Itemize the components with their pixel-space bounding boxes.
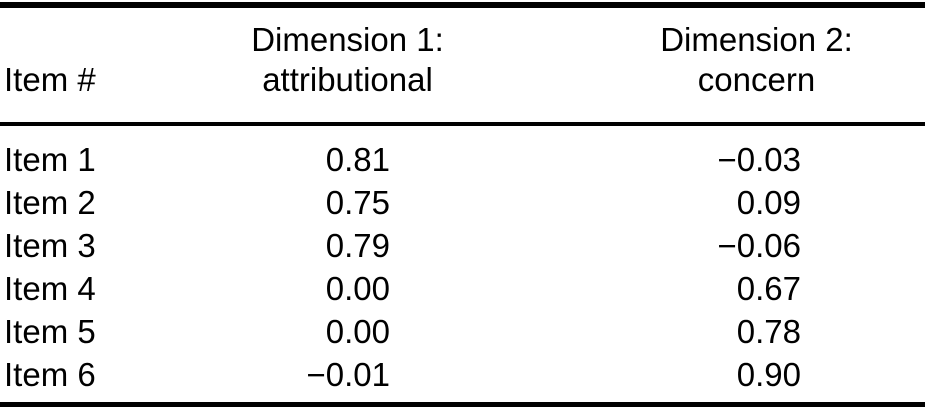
column-header-dimension1: Dimension 1: attributional: [170, 5, 525, 126]
table-row: Item 5 0.00 0.78: [0, 310, 925, 353]
table-row: Item 6 −0.01 0.90: [0, 353, 925, 405]
table-header: Item # Dimension 1: attributional Dimens…: [0, 5, 925, 126]
item-cell: Item 2: [4, 184, 96, 221]
header-row: Item # Dimension 1: attributional Dimens…: [0, 5, 925, 126]
dimension2-value-cell: −0.03: [717, 141, 802, 178]
column-header-dimension2-line1: Dimension 2:: [660, 21, 853, 58]
dimension1-value-cell: 0.81: [325, 141, 390, 178]
dimension1-value-cell: 0.00: [325, 270, 390, 307]
dimension2-value-cell: 0.09: [736, 184, 801, 221]
table-row: Item 3 0.79 −0.06: [0, 224, 925, 267]
column-header-dimension1-line1: Dimension 1:: [251, 21, 444, 58]
table-row: Item 2 0.75 0.09: [0, 181, 925, 224]
column-header-item-label: Item #: [4, 61, 96, 98]
table-row: Item 4 0.00 0.67: [0, 267, 925, 310]
dimension1-value-cell: 0.75: [325, 184, 390, 221]
dimension2-value-cell: 0.67: [736, 270, 801, 307]
table-body: Item 1 0.81 −0.03 Item 2 0.75 0.09 Item …: [0, 124, 925, 405]
dimension2-value-cell: 0.78: [736, 313, 801, 350]
column-header-dimension1-line2: attributional: [262, 61, 433, 98]
column-header-dimension2-line2: concern: [697, 61, 816, 98]
column-header-dimension2: Dimension 2: concern: [525, 5, 925, 126]
dimension2-value-cell: −0.06: [717, 227, 802, 264]
dimension2-value-cell: 0.90: [736, 356, 801, 393]
column-header-item: Item #: [0, 5, 170, 126]
dimension1-value-cell: 0.00: [325, 313, 390, 350]
item-cell: Item 6: [4, 356, 96, 393]
item-cell: Item 1: [4, 141, 96, 178]
item-cell: Item 5: [4, 313, 96, 350]
dimension1-value-cell: 0.79: [325, 227, 390, 264]
item-cell: Item 3: [4, 227, 96, 264]
table-row: Item 1 0.81 −0.03: [0, 124, 925, 181]
item-cell: Item 4: [4, 270, 96, 307]
dimension1-value-cell: −0.01: [306, 356, 391, 393]
